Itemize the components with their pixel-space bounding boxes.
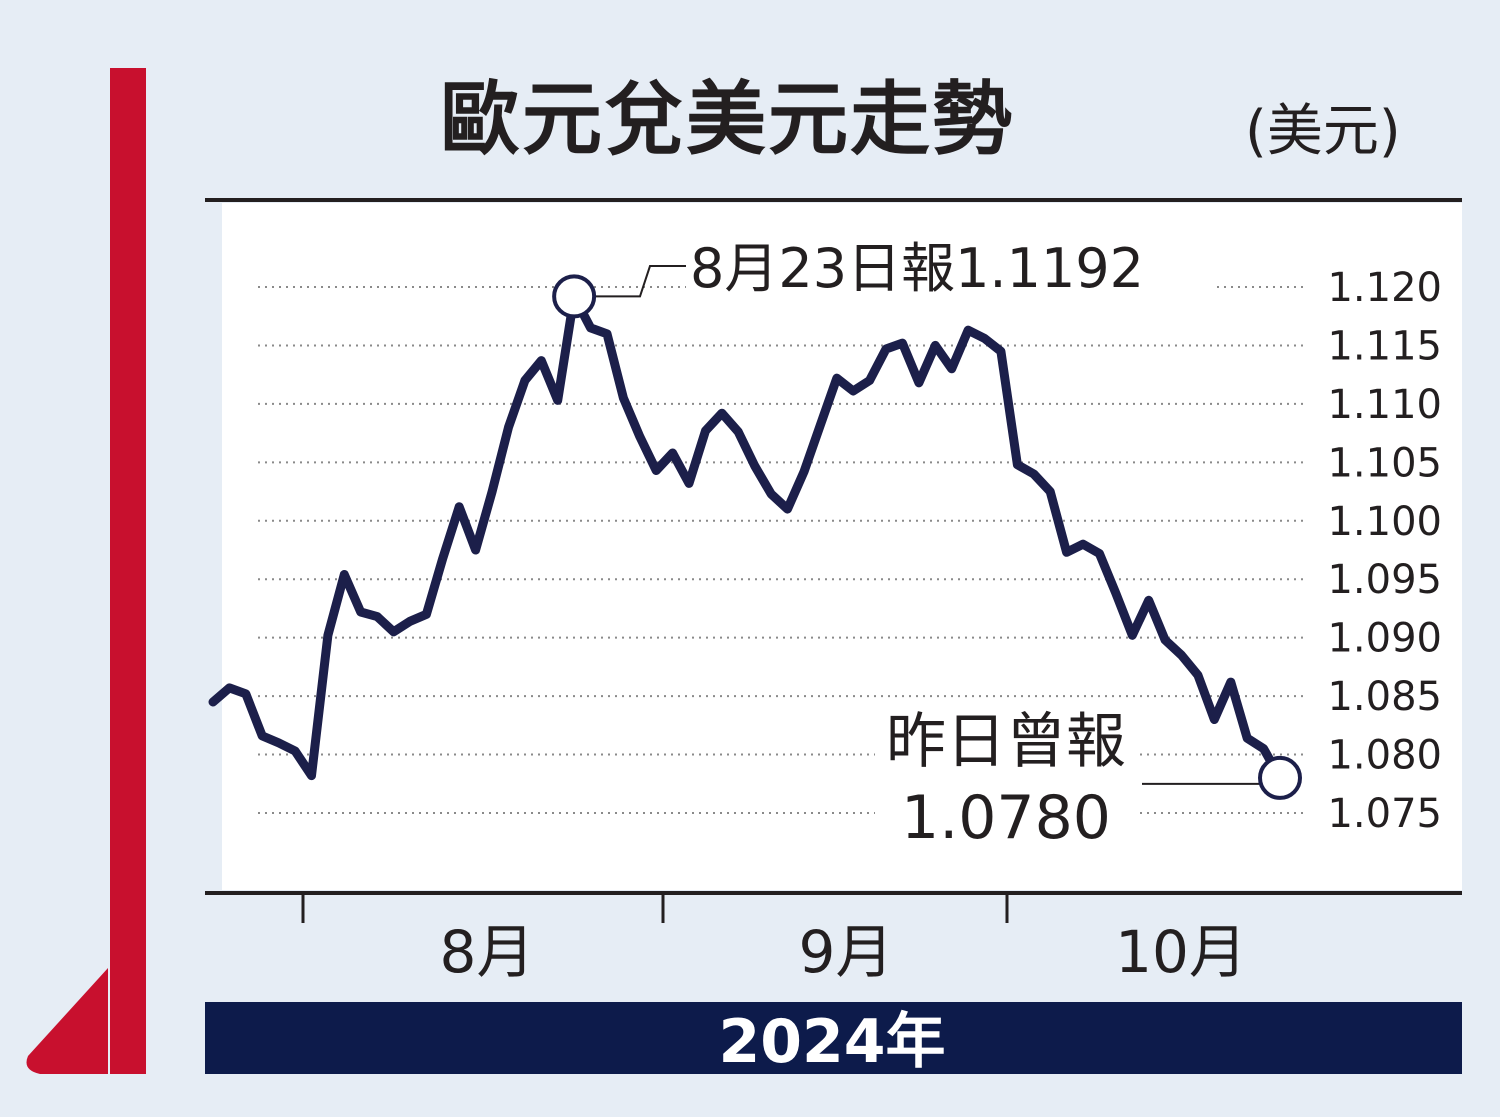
y-tick-label: 1.085 [1327,674,1442,720]
end-value-label: 1.0780 [901,783,1111,853]
peak-marker [552,274,597,319]
accent-corner [26,968,108,1074]
peak-label-bg [686,235,1216,301]
year-label: 2024年 [719,1007,946,1077]
peak-label: 8月23日報1.1192 [690,237,1144,300]
y-tick-label: 1.080 [1327,733,1442,779]
y-tick-label: 1.120 [1327,265,1442,311]
y-tick-label: 1.095 [1327,557,1442,603]
year-bar [205,1002,1462,1074]
end-marker [1258,755,1302,800]
y-tick-label: 1.075 [1327,791,1442,837]
y-tick-label: 1.105 [1327,440,1442,486]
y-tick-label: 1.115 [1327,323,1442,369]
y-tick-label: 1.090 [1327,616,1442,662]
series-line [208,291,1285,783]
x-tick-label: 10月 [1115,918,1247,986]
end-label-bg [875,700,1137,850]
y-tick-label: 1.100 [1327,499,1442,545]
x-tick-label: 9月 [799,918,894,986]
accent-bar [110,68,146,1074]
peak-leader-line [594,265,686,298]
chart-title: 歐元兌美元走勢 [440,73,1014,166]
x-tick-label: 8月 [440,918,535,986]
end-label: 昨日曾報 [886,707,1126,777]
unit-label: (美元) [1245,99,1401,164]
y-tick-label: 1.110 [1327,382,1442,428]
plot-area [222,203,1462,890]
